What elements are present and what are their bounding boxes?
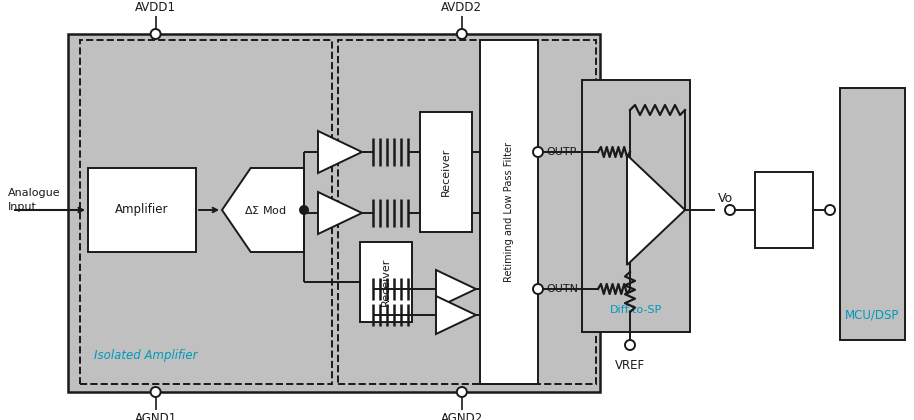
Text: ADC: ADC bbox=[771, 204, 797, 216]
Text: MCU/DSP: MCU/DSP bbox=[845, 309, 899, 321]
Text: VREF: VREF bbox=[615, 359, 645, 372]
Text: OUTN: OUTN bbox=[546, 284, 578, 294]
Polygon shape bbox=[436, 270, 476, 308]
Polygon shape bbox=[318, 192, 362, 234]
Bar bbox=[360, 242, 412, 322]
Circle shape bbox=[533, 284, 543, 294]
Circle shape bbox=[457, 29, 467, 39]
Bar bbox=[88, 168, 196, 252]
Text: $\Delta\Sigma$ Mod: $\Delta\Sigma$ Mod bbox=[244, 204, 286, 216]
Text: AVDD2: AVDD2 bbox=[441, 1, 483, 14]
Bar bbox=[582, 80, 690, 332]
Text: Isolated Amplifier: Isolated Amplifier bbox=[94, 349, 197, 362]
Text: Receiver: Receiver bbox=[441, 148, 451, 196]
Text: Isolation
Barrier: Isolation Barrier bbox=[364, 261, 409, 283]
Circle shape bbox=[825, 205, 835, 215]
Bar bbox=[840, 88, 905, 340]
Bar bbox=[420, 112, 472, 232]
Text: Vo: Vo bbox=[718, 192, 733, 205]
Polygon shape bbox=[627, 155, 685, 265]
Polygon shape bbox=[436, 296, 476, 334]
Bar bbox=[338, 40, 596, 384]
Text: +: + bbox=[642, 225, 654, 239]
Text: –: – bbox=[644, 181, 652, 195]
Text: Retiming and Low Pass Filter: Retiming and Low Pass Filter bbox=[504, 142, 514, 282]
Text: Diff-to-SP: Diff-to-SP bbox=[610, 305, 662, 315]
Text: AGND1: AGND1 bbox=[134, 412, 176, 420]
Bar bbox=[80, 40, 332, 384]
Circle shape bbox=[725, 205, 735, 215]
Circle shape bbox=[151, 29, 161, 39]
Circle shape bbox=[457, 387, 467, 397]
Text: OUTP: OUTP bbox=[546, 147, 577, 157]
Text: Receiver: Receiver bbox=[381, 258, 391, 306]
Circle shape bbox=[625, 340, 635, 350]
Circle shape bbox=[533, 147, 543, 157]
Text: Analogue: Analogue bbox=[8, 188, 60, 198]
Bar bbox=[755, 172, 813, 248]
Circle shape bbox=[151, 387, 161, 397]
Text: AVDD1: AVDD1 bbox=[135, 1, 176, 14]
Circle shape bbox=[300, 206, 308, 214]
Text: Input: Input bbox=[8, 202, 37, 212]
Polygon shape bbox=[222, 168, 304, 252]
Bar bbox=[480, 40, 538, 384]
Text: AGND2: AGND2 bbox=[441, 412, 483, 420]
Polygon shape bbox=[318, 131, 362, 173]
Text: Amplifier: Amplifier bbox=[115, 204, 169, 216]
Bar bbox=[68, 34, 600, 392]
